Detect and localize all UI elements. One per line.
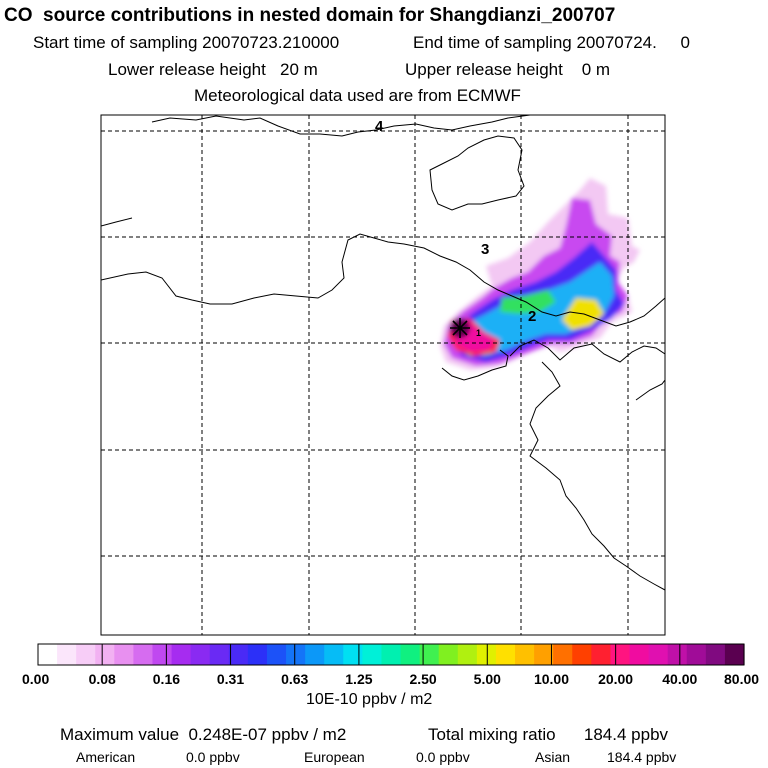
colorbar-swatch — [362, 644, 383, 665]
colorbar-tick-label: 0.16 — [153, 671, 180, 687]
colorbar-swatch — [57, 644, 77, 665]
receptor-star-icon — [450, 318, 470, 338]
american-value: 0.0 ppbv — [186, 749, 240, 765]
colorbar-swatch — [343, 644, 363, 665]
day-marker-3: 3 — [481, 241, 489, 258]
colorbar-tick-label: 0.08 — [89, 671, 116, 687]
colorbar-tick-label: 10.00 — [534, 671, 569, 687]
lower-release-height: Lower release height 20 m — [108, 60, 318, 79]
colorbar — [37, 643, 745, 666]
colorbar-swatch — [381, 644, 402, 665]
upper-release-height: Upper release height 0 m — [405, 60, 611, 79]
colorbar-tick-label: 0.31 — [217, 671, 244, 687]
colorbar-tick-label: 5.00 — [474, 671, 501, 687]
colorbar-frame — [37, 643, 745, 666]
colorbar-swatch — [266, 644, 287, 665]
colorbar-swatch — [286, 644, 306, 665]
colorbar-swatch — [114, 644, 134, 665]
colorbar-swatch — [419, 644, 440, 665]
colorbar-swatch — [476, 644, 497, 665]
asian-label: Asian — [535, 749, 571, 765]
colorbar-swatch — [534, 644, 554, 665]
colorbar-swatch — [572, 644, 592, 665]
colorbar-swatch — [76, 644, 96, 665]
colorbar-swatch — [591, 644, 612, 665]
colorbar-swatch — [133, 644, 154, 665]
european-value: 0.0 ppbv — [416, 749, 470, 765]
colorbar-swatch — [667, 644, 688, 665]
colorbar-swatch — [515, 644, 535, 665]
sampling-end: End time of sampling 20070724. 0 — [413, 33, 690, 52]
colorbar-swatch — [209, 644, 230, 665]
european-label: European — [304, 749, 365, 765]
colorbar-tick-label: 2.50 — [409, 671, 436, 687]
day-marker-1: 1 — [476, 328, 481, 338]
colorbar-swatch — [228, 644, 249, 665]
colorbar-swatch — [724, 644, 745, 665]
colorbar-swatch — [171, 644, 192, 665]
met-data-source: Meteorological data used are from ECMWF — [194, 86, 521, 105]
colorbar-swatch — [553, 644, 573, 665]
colorbar-swatch — [38, 644, 58, 665]
colorbar-swatch — [438, 644, 459, 665]
colorbar-swatch — [247, 644, 268, 665]
colorbar-swatch — [324, 644, 344, 665]
colorbar-swatch — [648, 644, 669, 665]
colorbar-swatch — [400, 644, 421, 665]
colorbar-tick-label: 0.00 — [22, 671, 49, 687]
colorbar-tick-label: 0.63 — [281, 671, 308, 687]
colorbar-swatch — [629, 644, 650, 665]
colorbar-swatch — [610, 644, 631, 665]
colorbar-swatch — [305, 644, 325, 665]
sampling-start: Start time of sampling 20070723.210000 — [33, 33, 340, 52]
colorbar-swatch — [190, 644, 211, 665]
colorbar-tick-label: 1.25 — [345, 671, 372, 687]
colorbar-tick-label: 20.00 — [598, 671, 633, 687]
american-label: American — [76, 749, 136, 765]
coastlines — [101, 115, 665, 591]
colorbar-swatch — [495, 644, 516, 665]
colorbar-swatch — [705, 644, 726, 665]
maximum-value: Maximum value 0.248E-07 ppbv / m2 — [60, 725, 347, 744]
asian-value: 184.4 ppbv — [607, 749, 677, 765]
plot-title: CO source contributions in nested domain… — [4, 5, 616, 26]
colorbar-ticks: 0.00 0.08 0.16 0.31 0.63 1.25 2.50 5.00 10.00 20.… — [22, 644, 759, 687]
colorbar-unit: 10E-10 ppbv / m2 — [306, 691, 433, 708]
total-mixing-ratio: Total mixing ratio 184.4 ppbv — [428, 725, 669, 744]
colorbar-tick-label: 80.00 — [724, 671, 759, 687]
colorbar-swatch — [457, 644, 478, 665]
colorbar-tick-label: 40.00 — [662, 671, 697, 687]
colorbar-swatch — [686, 644, 707, 665]
day-marker-4: 4 — [375, 118, 384, 135]
lat-lon-grid — [101, 115, 665, 635]
day-marker-2: 2 — [528, 308, 536, 325]
plume-level-green — [500, 290, 556, 314]
colorbar-swatch — [152, 644, 173, 665]
colorbar-swatch — [95, 644, 115, 665]
